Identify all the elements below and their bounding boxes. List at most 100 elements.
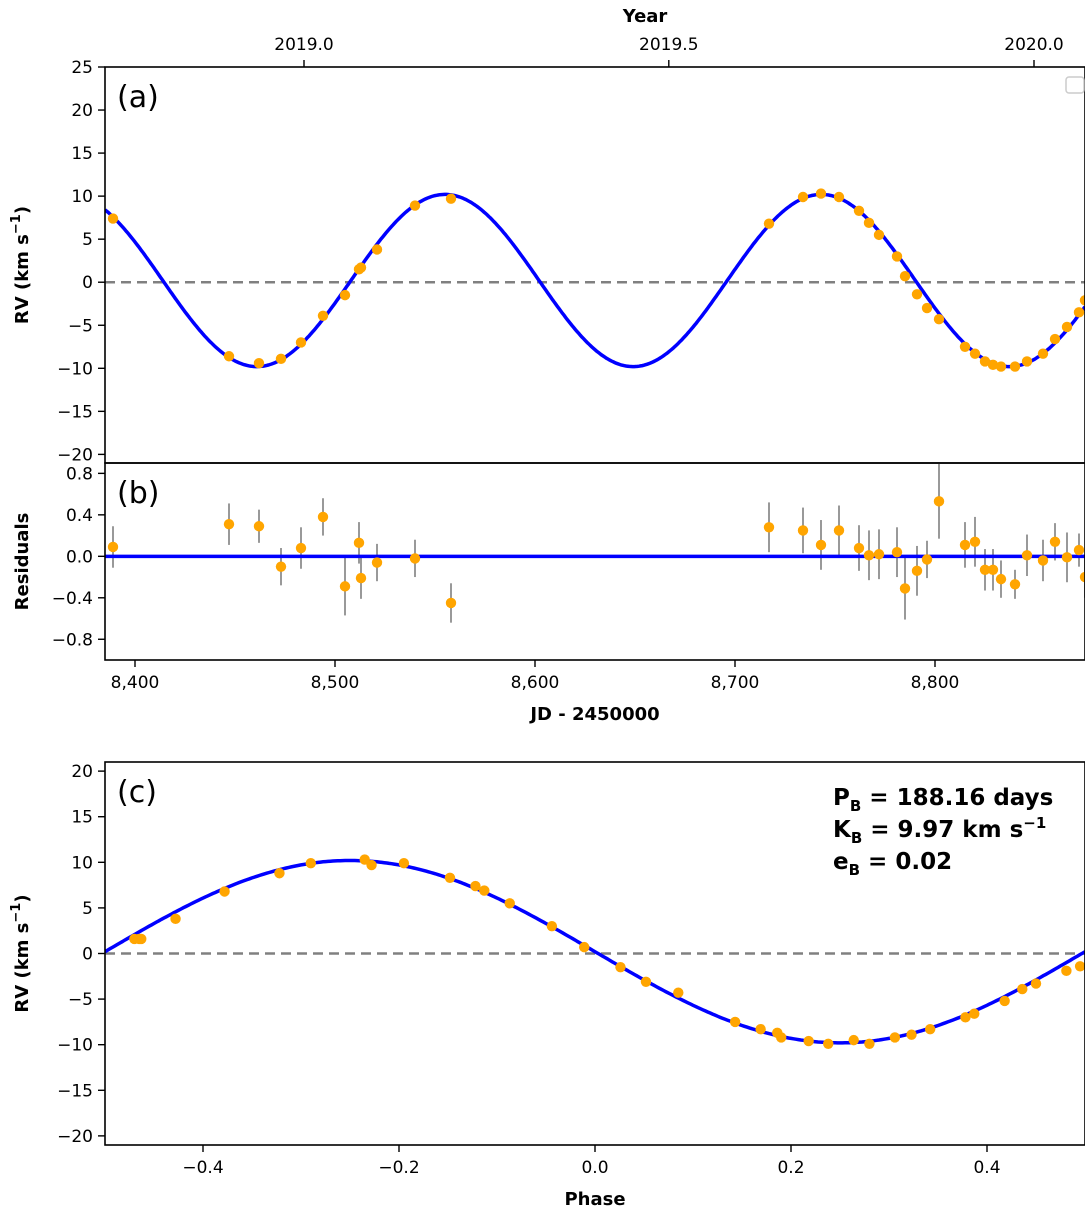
data-point bbox=[615, 961, 626, 973]
data-point bbox=[729, 1016, 741, 1028]
data-point bbox=[833, 191, 845, 203]
data-point bbox=[848, 1034, 859, 1046]
data-point bbox=[815, 539, 827, 551]
data-point bbox=[355, 262, 367, 273]
data-point bbox=[1079, 571, 1085, 583]
x-tick-label: −0.2 bbox=[378, 1158, 419, 1178]
data-point bbox=[640, 976, 652, 987]
y-tick-label: 10 bbox=[71, 853, 93, 873]
data-point bbox=[1037, 348, 1049, 359]
orbit-parameter: eB = 0.02 bbox=[833, 849, 952, 879]
panel-b: 0.8 0.4 0.0 −0.4 −0.8 8,400 8,500 8,600 8,700 8,8… bbox=[12, 462, 1085, 725]
x-axis-label: Phase bbox=[564, 1189, 625, 1210]
orbit-parameter: KB = 9.97 km s−1 bbox=[833, 814, 1046, 847]
data-point bbox=[1074, 961, 1085, 972]
y-tick-label: 0.8 bbox=[66, 464, 93, 484]
data-point bbox=[833, 525, 845, 536]
y-tick-label: −10 bbox=[57, 359, 93, 379]
top-x-tick-label: 2019.5 bbox=[639, 35, 698, 55]
data-point bbox=[1079, 295, 1085, 306]
y-tick-label: 0 bbox=[82, 945, 93, 965]
data-point bbox=[295, 542, 307, 554]
data-point bbox=[911, 289, 923, 300]
panel-c: 20 15 10 5 0 −5 −10 −15 −20 −0.4 −0.2 0.0 0.2 0.4 Phas… bbox=[9, 761, 1085, 1210]
data-point bbox=[863, 217, 875, 229]
data-point bbox=[899, 583, 911, 594]
data-point bbox=[107, 213, 119, 224]
y-tick-label: −15 bbox=[57, 402, 93, 422]
data-point bbox=[979, 564, 991, 575]
param-subscript: B bbox=[851, 829, 862, 847]
data-point bbox=[274, 868, 285, 879]
data-point bbox=[409, 553, 421, 564]
y-tick-label: −0.8 bbox=[52, 630, 93, 650]
x-tick-label: 8,400 bbox=[111, 673, 160, 693]
x-tick-label: 8,700 bbox=[711, 673, 760, 693]
top-x-axis-label: Year bbox=[622, 6, 668, 27]
y-axis-label-text: Residuals bbox=[12, 513, 33, 611]
data-point bbox=[546, 920, 558, 932]
x-tick-label: 0.4 bbox=[973, 1158, 1000, 1178]
data-point bbox=[987, 564, 999, 575]
param-value: = 0.02 bbox=[860, 849, 952, 875]
data-point bbox=[253, 357, 265, 369]
y-axis-label-sup: −1 bbox=[9, 903, 24, 923]
data-point bbox=[797, 525, 809, 536]
param-symbol: e bbox=[833, 849, 849, 875]
data-point bbox=[863, 550, 875, 561]
y-tick-label: −5 bbox=[68, 990, 93, 1010]
data-point bbox=[371, 557, 383, 568]
x-tick-label: −0.4 bbox=[182, 1158, 223, 1178]
data-point bbox=[873, 549, 885, 560]
data-point bbox=[470, 880, 481, 892]
param-symbol: P bbox=[833, 785, 850, 811]
x-tick-label: 8,600 bbox=[511, 673, 560, 693]
data-point bbox=[1073, 544, 1085, 556]
data-point bbox=[889, 1032, 901, 1043]
data-point bbox=[1073, 307, 1085, 318]
data-point bbox=[275, 353, 287, 365]
data-point bbox=[371, 244, 383, 255]
data-point bbox=[924, 1023, 936, 1035]
data-point bbox=[1021, 356, 1033, 367]
data-point bbox=[815, 188, 827, 199]
data-point bbox=[398, 858, 410, 869]
data-point bbox=[873, 229, 885, 241]
data-point bbox=[995, 573, 1007, 585]
data-point bbox=[107, 541, 119, 553]
data-point bbox=[803, 1035, 814, 1047]
data-point bbox=[933, 496, 945, 507]
data-point bbox=[1037, 555, 1049, 566]
data-point bbox=[999, 995, 1010, 1007]
data-point bbox=[409, 200, 421, 211]
data-point bbox=[1021, 550, 1033, 561]
y-axis-label-end: ) bbox=[12, 206, 33, 214]
param-value: = 188.16 days bbox=[861, 785, 1053, 811]
data-point bbox=[891, 251, 903, 262]
data-point bbox=[1009, 579, 1021, 590]
data-point bbox=[170, 913, 181, 925]
y-tick-label: 20 bbox=[71, 101, 93, 121]
data-point bbox=[933, 314, 945, 325]
panel-tag: (b) bbox=[117, 476, 159, 511]
data-point bbox=[317, 310, 329, 321]
y-axis-label-text: RV (km s bbox=[12, 234, 33, 324]
y-tick-label: 15 bbox=[71, 144, 93, 164]
data-point bbox=[969, 1008, 980, 1019]
y-tick-label: 0 bbox=[82, 273, 93, 293]
data-point bbox=[353, 537, 365, 549]
x-axis-label: JD - 2450000 bbox=[528, 704, 659, 725]
data-point bbox=[969, 536, 981, 547]
data-point bbox=[921, 554, 933, 565]
data-point bbox=[275, 561, 287, 572]
y-tick-label: 5 bbox=[82, 899, 93, 919]
x-tick-label: 8,800 bbox=[911, 673, 960, 693]
x-tick-label: 0.2 bbox=[777, 1158, 804, 1178]
data-point bbox=[959, 539, 971, 551]
data-point bbox=[995, 361, 1007, 372]
y-tick-label: 0.0 bbox=[66, 547, 93, 567]
data-point bbox=[219, 886, 230, 897]
y-tick-label: −10 bbox=[57, 1036, 93, 1056]
y-axis-label-end: ) bbox=[12, 894, 33, 902]
